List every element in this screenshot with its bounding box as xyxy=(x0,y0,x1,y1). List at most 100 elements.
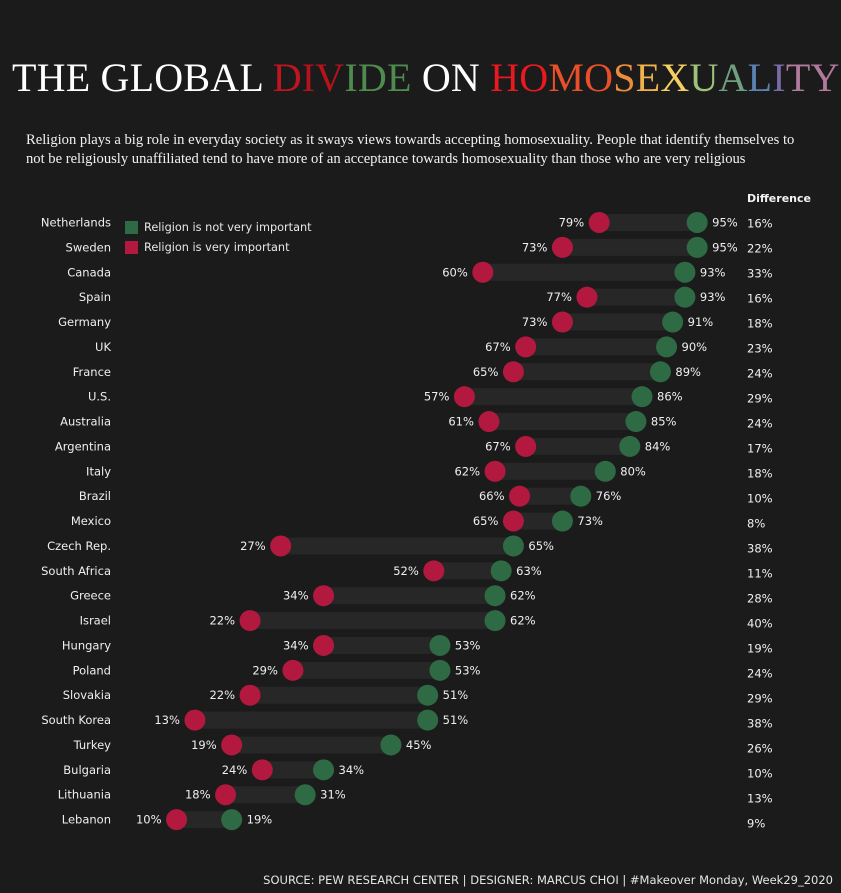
value-label-not-important: 85% xyxy=(651,415,677,429)
value-label-not-important: 90% xyxy=(682,340,708,354)
difference-label: 24% xyxy=(747,417,773,431)
difference-label: 40% xyxy=(747,617,773,631)
title-part: HO xyxy=(490,55,549,100)
country-label: Argentina xyxy=(55,439,111,453)
difference-label: 16% xyxy=(747,217,773,231)
difference-header: Difference xyxy=(747,192,811,205)
country-label: Lithuania xyxy=(58,788,111,802)
title-part: S xyxy=(613,55,636,100)
dot-not-important xyxy=(429,659,451,681)
dot-not-important xyxy=(417,684,439,706)
dot-very-important xyxy=(484,460,506,482)
value-label-not-important: 93% xyxy=(700,265,726,279)
country-label: Israel xyxy=(80,614,111,628)
value-label-very-important: 22% xyxy=(209,614,235,628)
dot-very-important xyxy=(551,311,573,333)
value-label-very-important: 27% xyxy=(240,539,266,553)
difference-label: 22% xyxy=(747,242,773,256)
country-label: Italy xyxy=(86,464,111,478)
title-part: I xyxy=(772,55,786,100)
difference-label: 29% xyxy=(747,692,773,706)
dot-very-important xyxy=(313,634,335,656)
country-label: Canada xyxy=(67,265,111,279)
value-label-not-important: 80% xyxy=(620,464,646,478)
country-label: Turkey xyxy=(73,738,112,752)
difference-label: 18% xyxy=(747,467,773,481)
legend-swatch-very-important xyxy=(125,240,138,254)
connector-bar xyxy=(525,437,630,455)
connector-bar xyxy=(495,462,606,480)
connector-bar xyxy=(292,661,440,679)
country-label: Brazil xyxy=(79,489,111,503)
dot-very-important xyxy=(313,585,335,607)
value-label-not-important: 62% xyxy=(510,589,536,603)
difference-label: 13% xyxy=(747,792,773,806)
value-label-very-important: 79% xyxy=(559,216,585,230)
value-label-very-important: 24% xyxy=(222,763,248,777)
title-part: IV xyxy=(301,55,345,100)
connector-bar xyxy=(323,587,496,605)
connector-bar xyxy=(464,388,643,406)
dot-not-important xyxy=(429,634,451,656)
value-label-not-important: 93% xyxy=(700,290,726,304)
country-label: Lebanon xyxy=(62,813,111,827)
country-label: Netherlands xyxy=(41,216,111,230)
value-label-very-important: 65% xyxy=(473,514,499,528)
dot-very-important xyxy=(478,411,500,433)
connector-bar xyxy=(250,612,496,630)
connector-bar xyxy=(176,811,232,829)
value-label-very-important: 34% xyxy=(283,589,309,603)
country-label: South Korea xyxy=(41,713,111,727)
value-label-not-important: 34% xyxy=(339,763,365,777)
value-label-not-important: 95% xyxy=(712,216,738,230)
dot-not-important xyxy=(674,286,696,308)
value-label-not-important: 45% xyxy=(406,738,432,752)
value-label-very-important: 10% xyxy=(136,813,162,827)
country-label: Czech Rep. xyxy=(47,539,111,553)
connector-bar xyxy=(323,636,440,654)
legend-label-very-important: Religion is very important xyxy=(144,240,290,254)
dot-not-important xyxy=(619,435,641,457)
difference-label: 23% xyxy=(747,342,773,356)
value-label-very-important: 34% xyxy=(283,638,309,652)
value-label-not-important: 51% xyxy=(443,688,469,702)
dot-not-important xyxy=(570,485,592,507)
difference-label: 38% xyxy=(747,717,773,731)
difference-label: 11% xyxy=(747,567,773,581)
value-label-not-important: 84% xyxy=(645,439,671,453)
value-label-not-important: 31% xyxy=(320,788,346,802)
dot-not-important xyxy=(662,311,684,333)
country-label: Slovakia xyxy=(63,688,111,702)
connector-bar xyxy=(231,736,391,754)
value-label-not-important: 19% xyxy=(247,813,273,827)
legend: Religion is not very important Religion … xyxy=(125,217,312,257)
value-label-very-important: 19% xyxy=(191,738,217,752)
connector-bar xyxy=(433,562,502,580)
connector-bar xyxy=(262,761,324,779)
chart-subtitle: Religion plays a big role in everyday so… xyxy=(26,132,795,167)
value-label-very-important: 62% xyxy=(454,464,480,478)
dot-very-important xyxy=(166,809,188,831)
dot-very-important xyxy=(270,535,292,557)
legend-label-not-important: Religion is not very important xyxy=(144,220,312,234)
difference-label: 33% xyxy=(747,267,773,281)
value-label-very-important: 77% xyxy=(546,290,572,304)
connector-bar xyxy=(513,512,563,530)
title-part: THE GLOBAL xyxy=(12,55,273,100)
difference-label: 10% xyxy=(747,492,773,506)
country-label: Hungary xyxy=(62,638,111,652)
title-part: IDE xyxy=(344,55,412,100)
value-label-very-important: 67% xyxy=(485,340,511,354)
title-part: X xyxy=(660,55,690,100)
country-label: Greece xyxy=(70,589,111,603)
value-label-not-important: 86% xyxy=(657,390,683,404)
dot-very-important xyxy=(215,784,237,806)
connector-bar xyxy=(482,263,685,281)
value-label-very-important: 61% xyxy=(448,415,474,429)
value-label-not-important: 89% xyxy=(675,365,701,379)
dot-not-important xyxy=(625,411,647,433)
dot-very-important xyxy=(515,435,537,457)
dot-not-important xyxy=(380,734,402,756)
difference-label: 24% xyxy=(747,367,773,381)
